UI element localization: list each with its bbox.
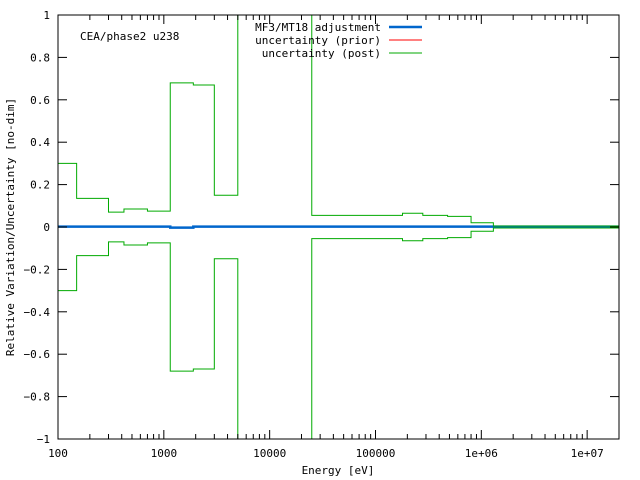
y-tick-label: −0.6 [24, 348, 51, 361]
labels-layer: 100 1000 10000 100000 1e+06 1e+07 1 0.8 0.6 0.4 0.… [24, 9, 604, 460]
y-tick-label: 0.6 [30, 94, 50, 107]
x-tick-label: 1e+07 [571, 447, 604, 460]
x-tick-label: 100000 [356, 447, 396, 460]
series-uncertainty-post--lower [58, 227, 619, 439]
y-tick-label: −0.2 [24, 263, 51, 276]
y-tick-label: 0.4 [30, 136, 50, 149]
x-tick-label: 1e+06 [465, 447, 498, 460]
x-tick-label: 100 [48, 447, 68, 460]
x-tick-label: 10000 [253, 447, 286, 460]
y-tick-label: −0.8 [24, 391, 51, 404]
legend-label: uncertainty (post) [262, 47, 381, 60]
y-tick-label: −1 [37, 433, 50, 446]
y-axis-label: Relative Variation/Uncertainty [no-dim] [4, 98, 17, 356]
legend-label: uncertainty (prior) [255, 34, 381, 47]
x-axis-label: Energy [eV] [302, 464, 375, 477]
y-tick-label: 0.2 [30, 179, 50, 192]
y-tick-label: 1 [43, 9, 50, 22]
ticks-layer [57, 14, 619, 440]
series-uncertainty-post--upper [58, 15, 619, 227]
y-tick-label: 0.8 [30, 51, 50, 64]
series-layer [58, 15, 619, 439]
y-tick-label: 0 [43, 221, 50, 234]
series-mf3-mt18-adjustment [58, 225, 619, 229]
y-tick-label: −0.4 [24, 306, 51, 319]
legend-label: MF3/MT18 adjustment [255, 21, 381, 34]
chart-annotation: CEA/phase2 u238 [80, 30, 179, 43]
x-tick-label: 1000 [151, 447, 178, 460]
